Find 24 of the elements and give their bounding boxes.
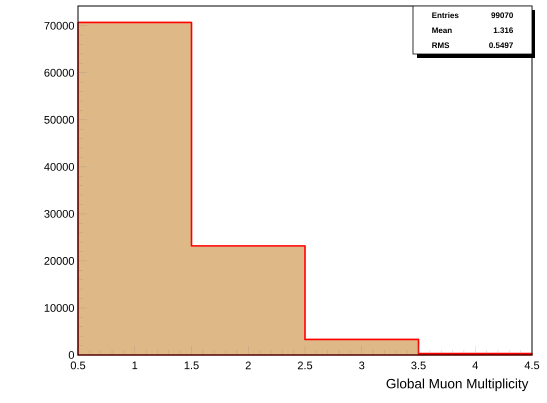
y-tick-label: 30000 <box>44 210 74 218</box>
y-tick-label: 0 <box>68 351 74 359</box>
y-tick-label: 40000 <box>44 162 74 171</box>
x-axis-title: Global Muon Multiplicity <box>386 378 528 392</box>
x-tick-label: 3 <box>359 362 364 370</box>
x-tick-label: 0.5 <box>70 362 86 370</box>
y-tick-label: 60000 <box>44 68 74 77</box>
annotation: 0.5497 <box>489 42 513 48</box>
annotation: RMS <box>432 42 450 48</box>
x-tick-label: 4 <box>472 362 478 370</box>
x-tick-label: 2 <box>246 362 251 370</box>
x-tick-label: 3.5 <box>411 362 426 370</box>
x-tick-label: 1.5 <box>184 362 199 370</box>
x-tick-label: 4.5 <box>524 362 540 370</box>
y-tick-label: 10000 <box>44 304 74 312</box>
annotation: 1.316 <box>494 27 513 34</box>
annotation: Entries <box>432 12 458 18</box>
x-tick-label: 1 <box>132 362 138 370</box>
y-tick-label: 20000 <box>44 257 74 265</box>
x-tick-label: 2.5 <box>298 362 312 370</box>
annotation: 99070 <box>491 12 513 18</box>
y-tick-label: 50000 <box>44 116 74 124</box>
y-tick-label: 70000 <box>44 22 74 30</box>
annotation: Mean <box>432 27 452 34</box>
